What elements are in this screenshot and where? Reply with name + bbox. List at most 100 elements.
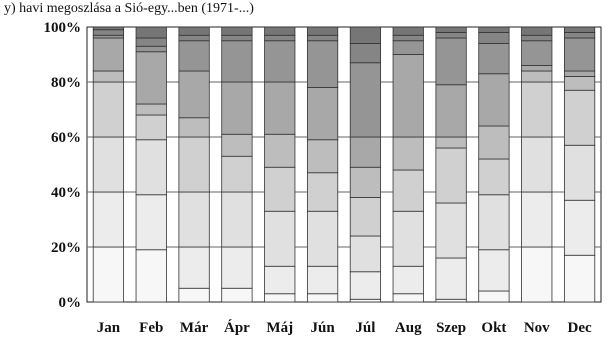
bar-segment xyxy=(92,136,125,193)
bar-segment xyxy=(435,37,467,86)
bar-segment xyxy=(221,133,253,157)
bar-segment xyxy=(349,197,382,237)
bar-segment xyxy=(435,298,467,303)
bar-segment xyxy=(264,40,296,83)
bar-segment xyxy=(264,265,296,295)
bar-segment xyxy=(349,43,382,64)
bar-stack xyxy=(349,26,382,303)
y-axis-tick-labels: 0% 20% 40% 60% 80% 100% xyxy=(44,20,82,311)
x-tick-label: Okt xyxy=(481,320,506,336)
x-tick-label: Nov xyxy=(524,320,550,336)
bars xyxy=(92,26,596,303)
bar-segment xyxy=(178,117,210,138)
bar-segment xyxy=(135,45,167,53)
bar-segment xyxy=(92,191,125,248)
bar-segment xyxy=(264,166,296,212)
bar-segment xyxy=(135,114,167,141)
bar-segment xyxy=(178,40,210,72)
bar-stack xyxy=(521,26,553,303)
bar-segment xyxy=(563,89,596,146)
bar-segment xyxy=(306,265,339,295)
bar-segment xyxy=(478,158,510,196)
x-axis-tick-labels: Jan Feb Már Ápr Máj Jún Júl Aug Szep Okt Nov Dec xyxy=(97,319,592,336)
x-tick-label: Már xyxy=(180,320,209,336)
header-fragment: y) havi megoszlása a Sió-egy...ben (1971… xyxy=(4,1,254,16)
bar-segment xyxy=(178,136,210,193)
bar-segment xyxy=(521,40,553,66)
bar-segment xyxy=(264,210,296,267)
bar-segment xyxy=(264,293,296,303)
bar-segment xyxy=(478,194,510,251)
bar-segment xyxy=(349,26,382,44)
bar-segment xyxy=(435,84,467,138)
bar-segment xyxy=(478,249,510,292)
bar-segment xyxy=(392,40,424,55)
bar-segment xyxy=(221,191,253,248)
bar-segment xyxy=(221,26,253,36)
bar-stack xyxy=(92,26,125,303)
bar-segment xyxy=(349,271,382,300)
bar-segment xyxy=(478,32,510,44)
bar-segment xyxy=(306,172,339,212)
bar-segment xyxy=(264,133,296,168)
bar-segment xyxy=(92,246,125,303)
bar-segment xyxy=(563,26,596,33)
bar-stack xyxy=(392,26,424,303)
bar-segment xyxy=(563,37,596,72)
bar-segment xyxy=(221,34,253,42)
bar-segment xyxy=(178,191,210,248)
bar-segment xyxy=(135,103,167,116)
x-tick-label: Ápr xyxy=(224,319,250,336)
bar-segment xyxy=(306,87,339,141)
bar-segment xyxy=(264,34,296,42)
x-tick-label: Szep xyxy=(436,320,466,336)
x-tick-label: Júl xyxy=(355,320,375,336)
bar-segment xyxy=(392,293,424,303)
bar-segment xyxy=(521,26,553,36)
bar-stack xyxy=(306,26,339,303)
bar-stack xyxy=(221,26,253,303)
bar-segment xyxy=(392,210,424,267)
bar-stack xyxy=(135,26,167,303)
bar-segment xyxy=(521,34,553,42)
bar-segment xyxy=(521,70,553,83)
bar-segment xyxy=(221,287,253,303)
bar-segment xyxy=(92,37,125,72)
bar-segment xyxy=(435,32,467,39)
x-tick-label: Dec xyxy=(568,320,592,336)
bar-segment xyxy=(264,26,296,36)
y-tick-label: 80% xyxy=(51,75,81,91)
y-tick-label: 0% xyxy=(59,295,82,311)
bar-segment xyxy=(178,287,210,303)
bar-segment xyxy=(135,139,167,196)
bar-segment xyxy=(92,70,125,83)
bar-segment xyxy=(392,34,424,42)
bar-segment xyxy=(478,125,510,160)
bar-segment xyxy=(92,34,125,39)
bar-segment xyxy=(178,246,210,289)
x-tick-label: Feb xyxy=(139,320,163,336)
bar-segment xyxy=(392,26,424,36)
bar-segment xyxy=(221,40,253,83)
y-tick-label: 40% xyxy=(51,185,81,201)
bar-segment xyxy=(478,290,510,303)
bar-stack xyxy=(478,26,510,303)
bar-segment xyxy=(392,169,424,212)
bar-segment xyxy=(306,139,339,174)
bar-segment xyxy=(435,136,467,149)
bar-segment xyxy=(264,81,296,135)
bar-segment xyxy=(435,202,467,259)
y-tick-label: 100% xyxy=(44,20,82,36)
bar-segment xyxy=(435,257,467,300)
x-tick-label: Aug xyxy=(395,320,422,336)
bar-segment xyxy=(349,136,382,168)
bar-segment xyxy=(135,51,167,105)
gridlines xyxy=(87,81,601,248)
x-tick-label: Jún xyxy=(310,320,335,336)
bar-stack xyxy=(563,26,596,303)
bar-stack xyxy=(178,26,210,303)
bar-segment xyxy=(221,246,253,289)
bar-segment xyxy=(478,43,510,75)
bar-segment xyxy=(92,26,125,31)
bar-segment xyxy=(135,194,167,251)
